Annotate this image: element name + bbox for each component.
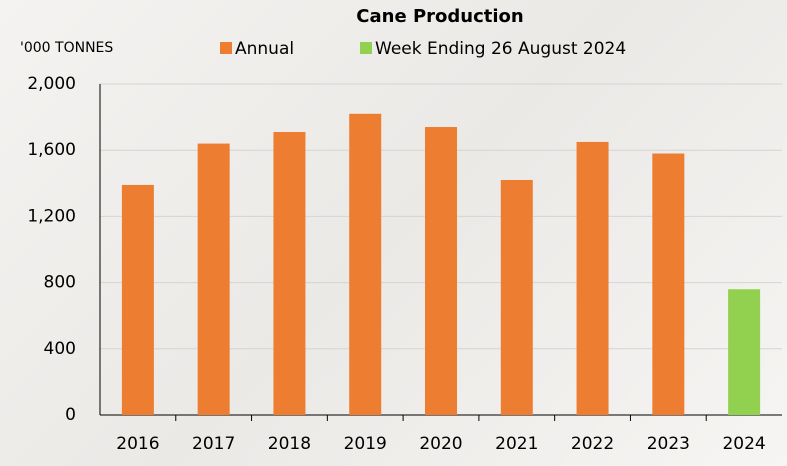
x-tick-label: 2016 bbox=[116, 434, 159, 454]
bar bbox=[349, 113, 382, 415]
y-tick-label: 400 bbox=[44, 339, 76, 359]
legend-label: Week Ending 26 August 2024 bbox=[375, 39, 626, 59]
y-tick-label: 1,600 bbox=[27, 140, 76, 160]
legend-label: Annual bbox=[235, 39, 294, 59]
y-tick-label: 800 bbox=[44, 273, 76, 293]
x-tick-label: 2017 bbox=[192, 434, 235, 454]
legend-swatch bbox=[220, 42, 232, 54]
bar bbox=[425, 127, 457, 415]
x-tick-label: 2022 bbox=[571, 434, 614, 454]
bar bbox=[728, 289, 761, 415]
y-tick-label: 1,200 bbox=[27, 206, 76, 226]
bar bbox=[652, 153, 685, 415]
x-tick-label: 2018 bbox=[268, 434, 311, 454]
bar bbox=[500, 179, 533, 415]
x-tick-label: 2024 bbox=[722, 434, 765, 454]
chart-title: Cane Production bbox=[356, 6, 523, 27]
x-tick-label: 2023 bbox=[647, 434, 690, 454]
y-tick-label: 2,000 bbox=[27, 74, 76, 94]
y-axis-label: '000 TONNES bbox=[20, 40, 113, 56]
bar bbox=[121, 184, 154, 415]
legend-swatch bbox=[360, 42, 372, 54]
bar bbox=[273, 131, 306, 415]
bar bbox=[576, 141, 609, 416]
bar bbox=[197, 143, 230, 415]
x-tick-label: 2019 bbox=[344, 434, 387, 454]
x-tick-label: 2020 bbox=[419, 434, 462, 454]
x-tick-label: 2021 bbox=[495, 434, 538, 454]
y-tick-label: 0 bbox=[65, 405, 76, 425]
